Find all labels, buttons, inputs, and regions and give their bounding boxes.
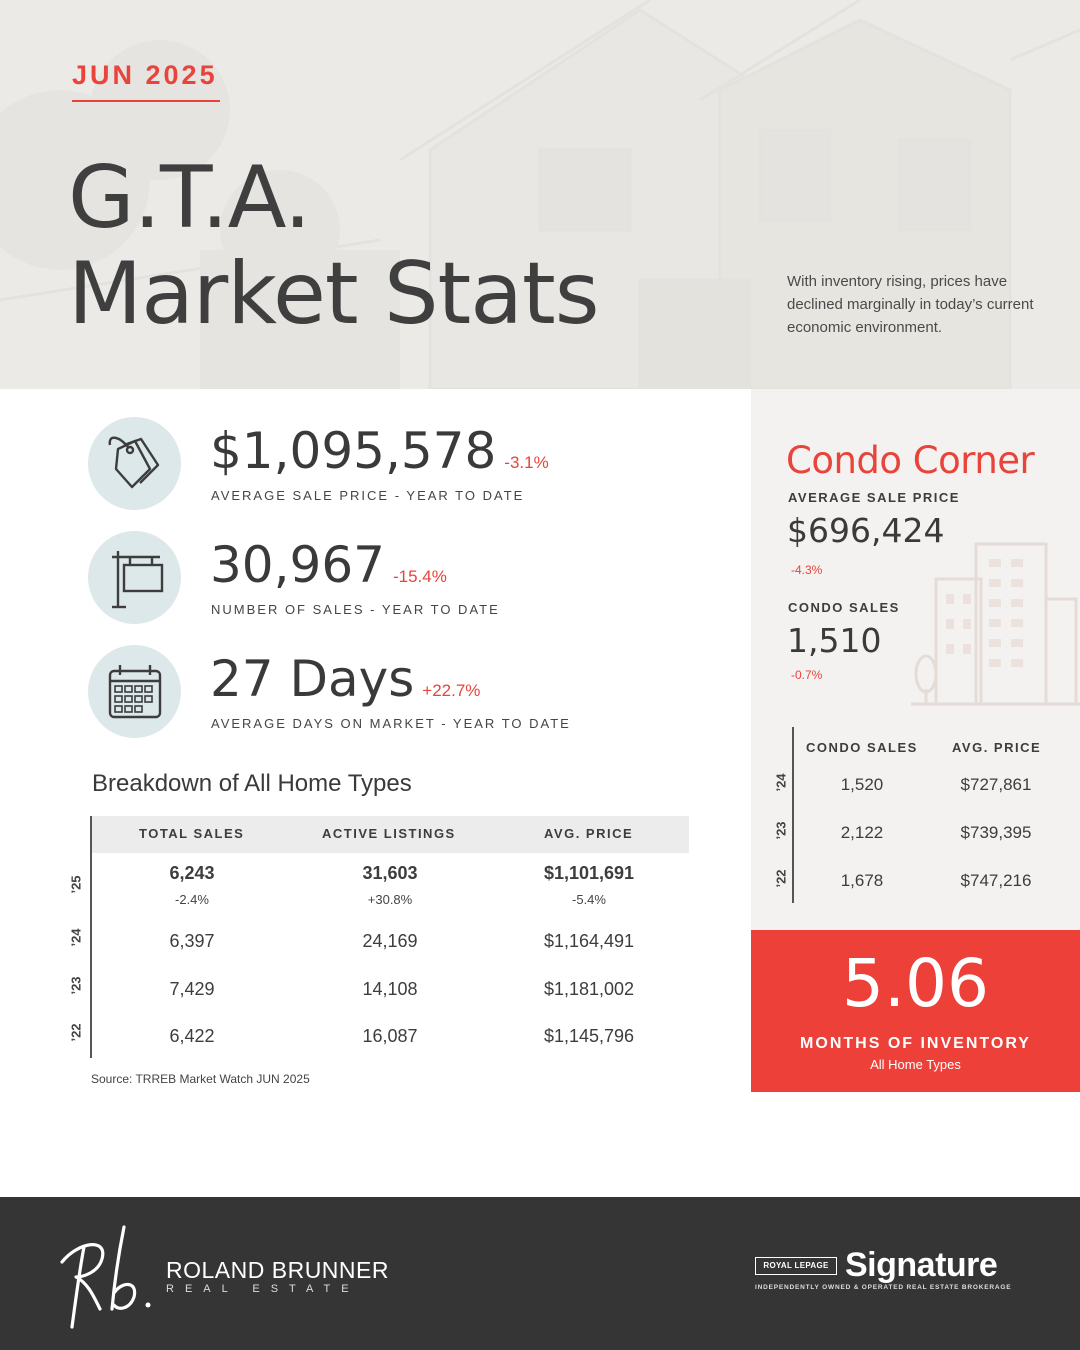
row-year: ’24 [68, 928, 84, 947]
title-line-2: Market Stats [68, 244, 599, 344]
stat-change: -15.4% [392, 567, 447, 586]
stat-number-of-sales: 30,967 -15.4% NUMBER OF SALES - YEAR TO D… [88, 531, 728, 626]
condo-sales-value: 1,510 [787, 621, 882, 660]
breakdown-table: TOTAL SALES ACTIVE LISTINGS AVG. PRICE ’… [69, 816, 689, 1058]
table-cell: $739,395 [960, 823, 1032, 842]
brand-subtitle: REAL ESTATE [166, 1283, 360, 1295]
table-cell: 31,603 [362, 863, 418, 883]
table-cell: 1,678 [840, 871, 884, 890]
condo-sales-label: CONDO SALES [788, 600, 900, 615]
stat-value: 27 Days +22.7% [210, 650, 481, 708]
column-header: AVG. PRICE [952, 740, 1042, 755]
table-row: ’23 2,122 $739,395 [774, 821, 1064, 853]
row-year: ’24 [773, 773, 789, 792]
condo-corner-panel: Condo Corner AVERAGE SALE PRICE $696,424… [751, 389, 1080, 930]
breakdown-table-header: TOTAL SALES ACTIVE LISTINGS AVG. PRICE [92, 816, 689, 853]
row-year: ’25 [68, 875, 84, 894]
table-cell: $1,181,002 [543, 979, 635, 999]
condo-avg-price-label: AVERAGE SALE PRICE [788, 490, 960, 505]
hero-section: JUN 2025 G.T.A. Market Stats With invent… [0, 0, 1080, 389]
table-row: ’23 7,429 14,108 $1,181,002 [69, 976, 689, 1025]
row-year: ’22 [773, 869, 789, 888]
column-header: ACTIVE LISTINGS [322, 826, 456, 841]
inventory-label: MONTHS OF INVENTORY [800, 1035, 1031, 1052]
table-cell-change: -5.4% [572, 892, 606, 907]
building-icon [911, 542, 1080, 706]
rb-monogram-logo [60, 1225, 151, 1329]
signature-wordmark: Signature [845, 1246, 998, 1284]
table-cell: 2,122 [840, 823, 884, 842]
brokerage-tagline: INDEPENDENTLY OWNED & OPERATED REAL ESTA… [755, 1284, 1012, 1291]
stat-value: 30,967 -15.4% [210, 536, 447, 594]
inventory-value: 5.06 [842, 945, 989, 1022]
condo-sales-change: -0.7% [791, 668, 823, 682]
table-cell: $727,861 [960, 775, 1032, 794]
table-cell: 14,108 [362, 979, 418, 999]
stat-days-on-market: 27 Days +22.7% AVERAGE DAYS ON MARKET - Y… [88, 645, 728, 740]
table-cell: 7,429 [169, 979, 215, 999]
table-cell: 6,422 [169, 1026, 215, 1046]
column-header: CONDO SALES [806, 740, 918, 755]
table-row: ’22 1,678 $747,216 [774, 869, 1064, 901]
row-year: ’23 [68, 976, 84, 995]
inventory-sublabel: All Home Types [870, 1057, 961, 1072]
for-sale-sign-icon [88, 531, 181, 624]
table-cell-change: -2.4% [175, 892, 209, 907]
date-underline [72, 100, 220, 102]
footer: ROLAND BRUNNER REAL ESTATE ROYAL LEPAGE … [0, 1197, 1080, 1350]
intro-text: With inventory rising, prices have decli… [787, 273, 1034, 336]
table-cell: $1,145,796 [543, 1026, 635, 1046]
source-note: Source: TRREB Market Watch JUN 2025 [91, 1072, 310, 1086]
table-cell: 6,243 [169, 863, 215, 883]
table-cell: 1,520 [840, 775, 884, 794]
page-title: G.T.A. Market Stats [68, 150, 599, 342]
royal-lepage-badge: ROYAL LEPAGE [755, 1257, 837, 1275]
stat-label: AVERAGE SALE PRICE - YEAR TO DATE [211, 488, 525, 503]
brand-name: ROLAND BRUNNER [166, 1257, 389, 1283]
column-header: TOTAL SALES [139, 826, 245, 841]
report-date: JUN 2025 [72, 60, 218, 90]
stat-change: +22.7% [422, 681, 481, 700]
row-year: ’22 [68, 1023, 84, 1042]
months-of-inventory-box: 5.06 MONTHS OF INVENTORY All Home Types [751, 930, 1080, 1092]
breakdown-title: Breakdown of All Home Types [92, 770, 412, 797]
table-row: ’24 6,397 24,169 $1,164,491 [69, 928, 689, 977]
condo-avg-price-value: $696,424 [787, 511, 945, 550]
table-cell: $747,216 [960, 871, 1032, 890]
table-row: ’25 6,243 31,603 $1,101,691 -2.4% +30.8%… [69, 863, 689, 909]
condo-corner-title: Condo Corner [786, 439, 1035, 482]
column-header: AVG. PRICE [544, 826, 634, 841]
table-cell: 16,087 [362, 1026, 418, 1046]
table-row: ’24 1,520 $727,861 [774, 773, 1064, 805]
title-line-1: G.T.A. [68, 148, 311, 248]
stat-change: -3.1% [504, 453, 549, 472]
table-cell: 6,397 [169, 931, 215, 951]
stat-label: AVERAGE DAYS ON MARKET - YEAR TO DATE [211, 716, 571, 731]
table-cell: 24,169 [362, 931, 418, 951]
table-row: ’22 6,422 16,087 $1,145,796 [69, 1023, 689, 1072]
stat-value: $1,095,578 -3.1% [210, 422, 549, 480]
table-cell: $1,101,691 [543, 863, 635, 883]
table-cell: $1,164,491 [543, 931, 635, 951]
stat-label: NUMBER OF SALES - YEAR TO DATE [211, 602, 500, 617]
table-cell-change: +30.8% [367, 892, 413, 907]
stat-average-sale-price: $1,095,578 -3.1% AVERAGE SALE PRICE - YEA… [88, 417, 728, 512]
condo-avg-price-change: -4.3% [791, 563, 823, 577]
row-year: ’23 [773, 821, 789, 840]
house-background-image [0, 0, 1080, 389]
condo-table: CONDO SALES AVG. PRICE ’24 1,520 $727,86… [774, 727, 1064, 903]
price-tag-icon [88, 417, 181, 510]
calendar-icon [88, 645, 181, 738]
